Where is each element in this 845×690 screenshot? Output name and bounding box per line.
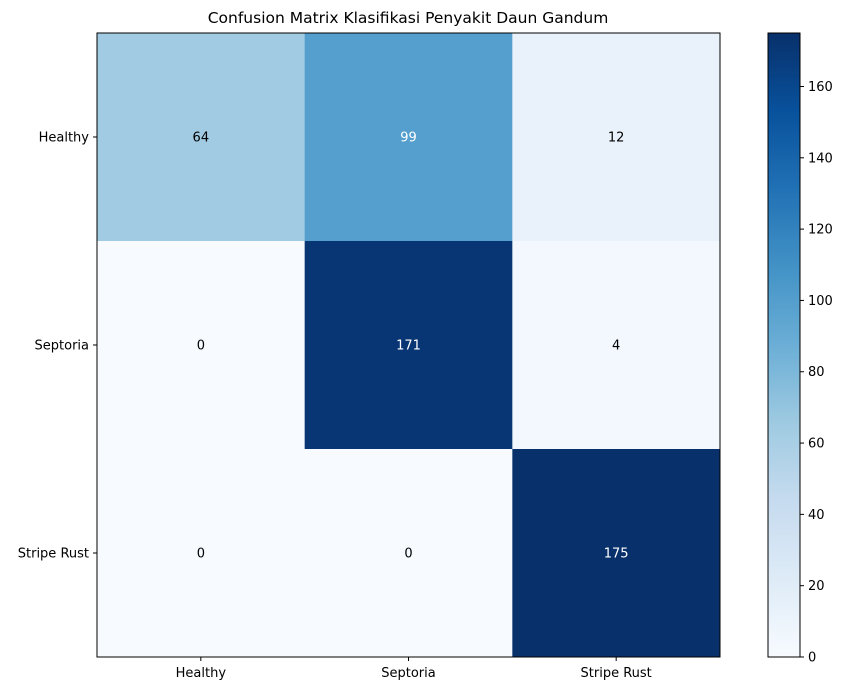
heatmap-cell-labels: 64 99 12 0 171 4 0 0 175 [193,131,629,562]
heatmap-cell [97,33,306,242]
cell-value-label: 175 [604,547,629,562]
cell-value-label: 0 [197,547,205,562]
y-tick-label: Septoria [35,339,89,354]
cell-value-label: 99 [400,131,417,146]
heatmap-cells [97,33,721,658]
colorbar-tick-label: 160 [808,80,833,95]
cell-value-label: 64 [193,131,210,146]
heatmap-cell [512,241,721,450]
cell-value-label: 4 [612,339,620,354]
colorbar-tick-label: 80 [808,365,825,380]
heatmap-cell [304,241,513,450]
colorbar-tick-label: 100 [808,294,833,309]
colorbar-ticks: 0 20 40 60 80 100 120 140 160 [800,80,833,666]
y-tick-label: Stripe Rust [18,547,89,562]
cell-value-label: 12 [608,131,625,146]
colorbar-tick-label: 40 [808,508,825,523]
cell-value-label: 171 [396,339,421,354]
heatmap-cell [304,449,513,658]
y-axis-ticks: Healthy Septoria Stripe Rust [18,131,97,562]
cell-value-label: 0 [404,547,412,562]
heatmap-cell [512,33,721,242]
colorbar-tick-label: 140 [808,151,833,166]
x-tick-label: Stripe Rust [581,666,652,681]
cell-value-label: 0 [197,339,205,354]
y-tick-label: Healthy [39,131,90,146]
x-axis-ticks: Healthy Septoria Stripe Rust [176,657,652,681]
colorbar-tick-label: 60 [808,437,825,452]
colorbar [767,32,801,658]
colorbar-tick-label: 0 [808,651,816,666]
heatmap-cell [512,449,721,658]
chart-title: Confusion Matrix Klasifikasi Penyakit Da… [208,9,609,27]
heatmap-cell [97,241,306,450]
x-tick-label: Septoria [381,666,435,681]
colorbar-tick-label: 120 [808,223,833,238]
heatmap-cell [304,33,513,242]
x-tick-label: Healthy [176,666,227,681]
colorbar-tick-label: 20 [808,579,825,594]
heatmap-cell [97,449,306,658]
